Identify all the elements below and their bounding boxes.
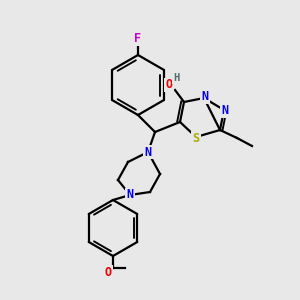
Text: O: O xyxy=(165,79,172,92)
Text: N: N xyxy=(144,146,152,158)
Text: N: N xyxy=(221,104,229,118)
Text: F: F xyxy=(134,32,142,46)
Text: O: O xyxy=(104,266,112,278)
Text: H: H xyxy=(173,73,179,83)
Text: N: N xyxy=(201,91,208,103)
Text: S: S xyxy=(192,131,200,145)
Text: N: N xyxy=(126,188,134,202)
